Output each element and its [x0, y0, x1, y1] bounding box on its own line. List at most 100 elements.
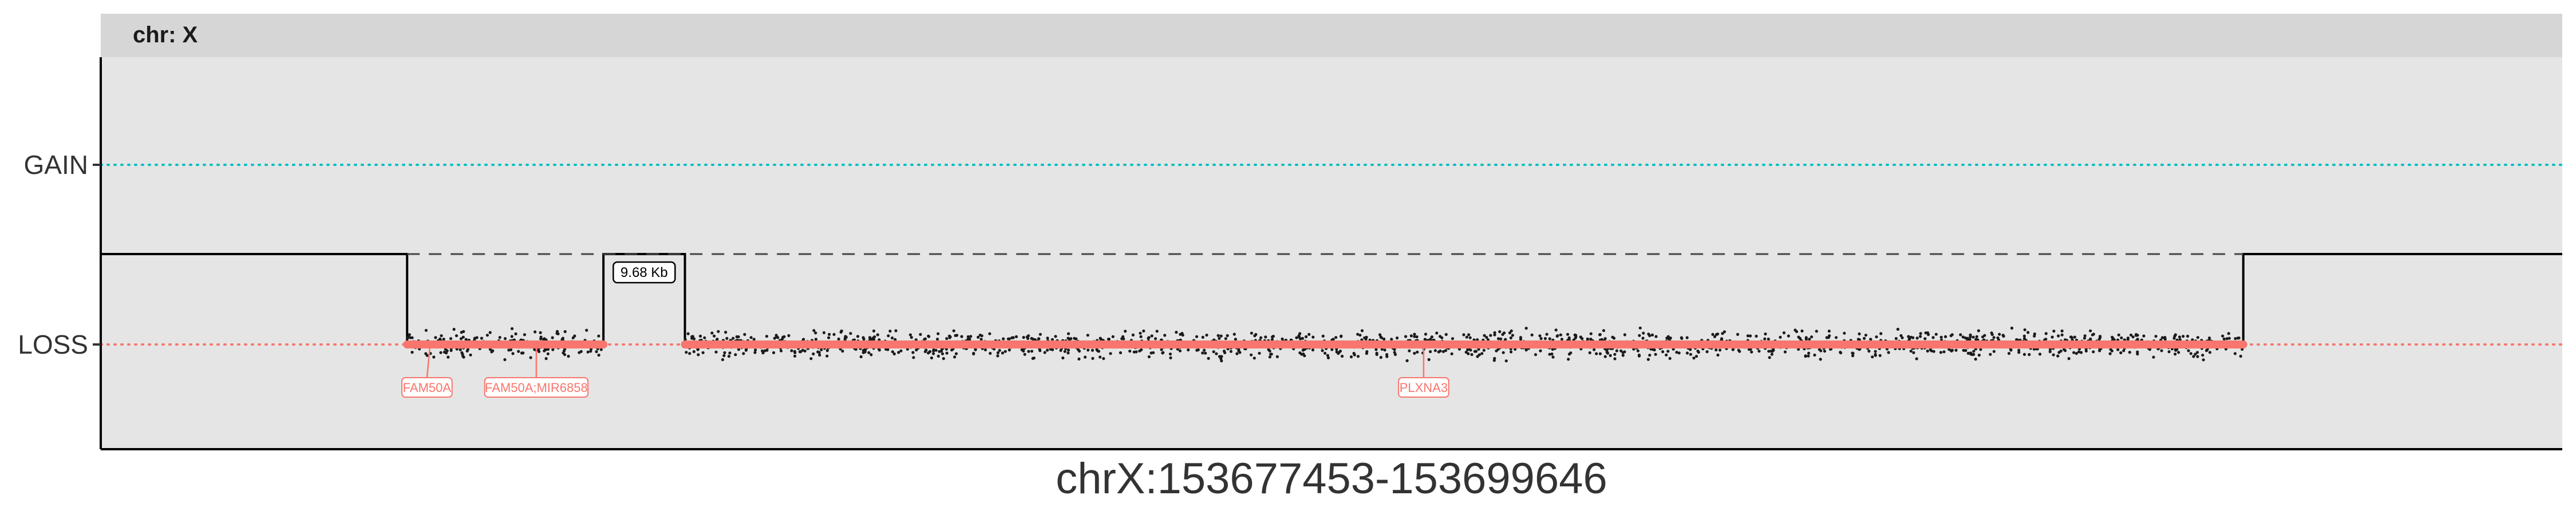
probe-point	[1429, 350, 1432, 354]
probe-point	[2160, 349, 2163, 352]
probe-point	[1405, 359, 1409, 363]
probe-point	[1926, 331, 1930, 335]
probe-point	[1874, 352, 1877, 356]
probe-point	[1066, 332, 1070, 335]
probe-point	[1593, 348, 1596, 351]
probe-point	[1375, 352, 1378, 356]
probe-point	[692, 350, 696, 354]
probe-point	[737, 348, 740, 351]
probe-point	[1887, 351, 1890, 354]
probe-point	[932, 348, 935, 352]
probe-point	[953, 355, 957, 359]
probe-point	[2196, 336, 2199, 339]
probe-point	[1250, 331, 1253, 335]
probe-point	[2111, 335, 2114, 339]
probe-point	[1043, 351, 1046, 354]
probe-point	[1680, 336, 1683, 339]
probe-point	[1444, 332, 1448, 336]
probe-point	[488, 347, 492, 351]
probe-point	[894, 338, 897, 342]
probe-point	[1168, 352, 1172, 356]
probe-point	[1155, 330, 1159, 333]
probe-point	[2142, 334, 2146, 338]
probe-point	[1215, 352, 1218, 355]
probe-point	[2007, 352, 2011, 355]
probe-point	[685, 351, 688, 354]
probe-point	[1736, 332, 1740, 336]
probe-point	[529, 356, 532, 359]
probe-point	[455, 334, 459, 338]
probe-point	[698, 334, 702, 338]
probe-point	[1298, 332, 1302, 335]
probe-point	[449, 348, 453, 352]
probe-point	[1212, 350, 1215, 354]
probe-point	[1567, 358, 1570, 361]
probe-point	[1606, 351, 1610, 355]
probe-point	[1451, 337, 1455, 340]
probe-point	[2077, 350, 2081, 354]
probe-point	[1201, 351, 1204, 355]
probe-point	[2083, 334, 2087, 338]
probe-point	[1037, 337, 1041, 340]
probe-point	[927, 334, 930, 338]
probe-point	[2237, 336, 2241, 340]
probe-point	[1939, 351, 1943, 354]
probe-point	[1757, 350, 1761, 353]
probe-point	[520, 351, 524, 355]
probe-point	[1330, 348, 1334, 351]
probe-point	[814, 338, 817, 341]
probe-point	[2194, 352, 2197, 356]
probe-point	[744, 348, 748, 352]
probe-point	[490, 350, 493, 354]
probe-point	[2222, 337, 2226, 341]
probe-point	[1380, 336, 1383, 339]
probe-point	[1341, 354, 1344, 358]
probe-point	[1598, 352, 1602, 355]
probe-point	[1480, 352, 1484, 355]
probe-point	[822, 331, 825, 335]
probe-point	[2038, 352, 2042, 356]
probe-point	[449, 337, 453, 340]
probe-point	[1797, 335, 1800, 339]
probe-point	[434, 336, 437, 339]
probe-point	[1768, 356, 1771, 359]
probe-point	[1675, 351, 1678, 354]
probe-point	[2010, 326, 2014, 330]
probe-point	[899, 349, 903, 352]
probe-point	[891, 350, 894, 354]
probe-point	[1408, 349, 1411, 352]
probe-point	[1661, 350, 1665, 354]
probe-point	[2084, 349, 2088, 353]
probe-point	[1901, 336, 1904, 339]
probe-point	[2174, 352, 2177, 356]
probe-point	[872, 329, 876, 333]
probe-point	[919, 332, 922, 336]
probe-point	[892, 352, 896, 356]
probe-point	[1795, 330, 1799, 334]
probe-point	[585, 328, 588, 332]
probe-point	[841, 350, 844, 353]
probe-point	[1545, 332, 1548, 336]
probe-point	[1216, 334, 1220, 338]
probe-point	[1026, 336, 1030, 340]
probe-point	[1235, 352, 1239, 355]
probe-point	[1668, 356, 1672, 360]
probe-point	[1899, 334, 1903, 338]
probe-point	[724, 331, 728, 334]
probe-point	[1867, 350, 1871, 353]
probe-point	[871, 336, 875, 340]
probe-point	[1919, 332, 1922, 335]
probe-point	[818, 353, 821, 357]
probe-point	[1305, 335, 1308, 339]
probe-point	[1705, 350, 1709, 354]
probe-point	[597, 354, 600, 357]
probe-point	[2109, 348, 2112, 351]
probe-point	[1972, 350, 1976, 353]
probe-point	[888, 330, 892, 333]
probe-point	[1321, 334, 1325, 338]
probe-point	[1721, 332, 1724, 335]
probe-point	[1467, 333, 1471, 336]
probe-point	[1711, 332, 1714, 336]
probe-point	[1669, 336, 1672, 340]
probe-point	[1697, 350, 1700, 354]
